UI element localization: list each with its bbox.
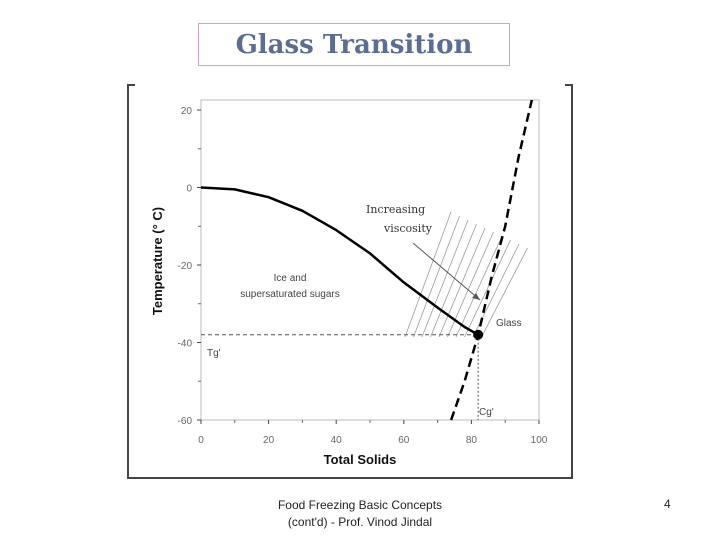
hatch-line [404,211,452,338]
slide-title-box: Glass Transition [198,23,510,66]
glass-point-marker [473,329,484,340]
chart-lines [201,100,534,421]
footer-line-2: (cont'd) - Prof. Vinod Jindal [287,515,433,529]
y-axis-title: Temperature (° C) [150,207,165,315]
page-number: 4 [664,497,671,511]
cg-prime-label: Cg' [479,407,494,418]
viscosity-label-line1: Increasing [366,203,425,216]
x-tick-label: 100 [531,435,548,446]
hatch-line [455,235,503,338]
axis-ticks: 0 20 40 60 80 100 20 0 -20 -40 -60 [178,106,548,446]
hatch-line [438,227,486,338]
glass-point-label: Glass [496,318,522,329]
viscosity-label-line2: viscosity [383,222,433,235]
hatch-line [481,247,528,338]
viscosity-arrow-line [412,242,481,301]
viscosity-arrow-head [472,293,480,300]
y-tick-label: -20 [178,261,193,272]
x-tick-label: 80 [466,435,478,446]
footer-line-1: Food Freezing Basic Concepts [277,498,443,512]
slide-title: Glass Transition [235,29,473,60]
hatch-line [464,239,511,338]
x-tick-label: 20 [263,435,275,446]
y-tick-label: -40 [178,339,193,350]
freezing-curve-line [201,186,479,336]
y-tick-label: -60 [178,416,193,427]
x-axis-title: Total Solids [324,452,397,467]
frame-corner-right [565,84,573,86]
glass-transition-curve-line [449,100,534,421]
viscosity-hatch-region [404,211,528,338]
tg-prime-label: Tg' [207,348,221,359]
region-label-line2: supersaturated sugars [240,289,340,300]
y-tick-label: 20 [181,106,193,117]
frame-corner-left [127,84,135,86]
x-tick-label: 0 [198,435,204,446]
y-tick-label: 0 [186,184,192,195]
hatch-line [421,219,469,338]
hatch-line [447,231,494,338]
plot-area-border [200,99,540,421]
region-label-line1: Ice and [274,273,307,284]
x-tick-label: 60 [398,435,410,446]
hatch-line [413,215,460,338]
slide-footer: Food Freezing Basic Concepts (cont'd) - … [250,497,470,531]
hatch-line [430,223,477,338]
chart-frame [127,84,573,479]
x-tick-label: 40 [331,435,343,446]
